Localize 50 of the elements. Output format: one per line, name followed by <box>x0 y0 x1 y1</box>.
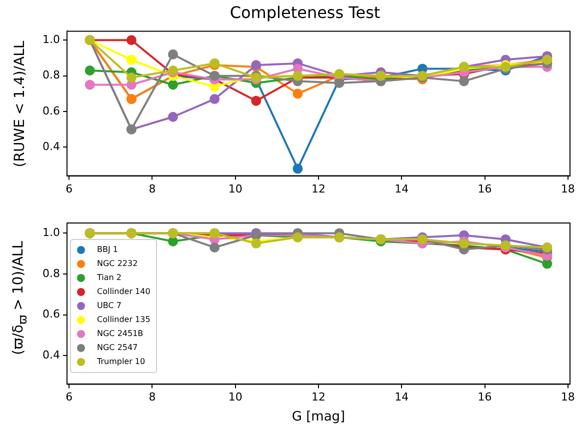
point <box>458 76 469 86</box>
x-tick-label: 18 <box>560 182 575 196</box>
y-tick-label: 0.8 <box>42 68 60 82</box>
legend-label: Collinder 140 <box>97 286 150 298</box>
chart-title: Completeness Test <box>230 2 380 22</box>
x-tick-label: 16 <box>478 182 492 196</box>
point <box>168 49 178 60</box>
x-tick-label: 10 <box>228 390 242 404</box>
y-tick-label: 0.6 <box>42 104 60 118</box>
x-tick-label: 18 <box>560 390 575 404</box>
legend-label: NGC 2547 <box>97 342 138 354</box>
point <box>168 112 178 122</box>
y-axis-title: (RUWE < 1.4)/ALL <box>12 40 28 168</box>
point <box>168 236 178 246</box>
legend-label: Trumpler 10 <box>97 356 146 368</box>
legend-label: Tian 2 <box>97 272 122 284</box>
x-tick-label: 8 <box>148 182 156 196</box>
point <box>292 88 303 99</box>
x-tick-label: 6 <box>66 390 73 404</box>
y-tick-label: 0.4 <box>42 348 60 362</box>
point <box>126 35 136 46</box>
x-tick-label: 8 <box>148 390 156 404</box>
legend-label: NGC 2451B <box>97 328 144 340</box>
y-tick-label: 0.8 <box>42 266 60 280</box>
y-tick-label: 0.6 <box>42 308 60 321</box>
point <box>84 65 95 76</box>
point <box>126 72 136 83</box>
x-tick-label: 14 <box>394 390 409 404</box>
x-tick-label: 12 <box>312 182 326 196</box>
legend-label: Collinder 135 <box>97 314 150 326</box>
legend-label: UBC 7 <box>97 300 122 312</box>
x-tick-label: 6 <box>66 182 73 196</box>
legend-label: BBJ 1 <box>97 244 118 256</box>
point <box>84 80 95 90</box>
x-axis-title: G [mag] <box>292 410 346 425</box>
y-tick-label: 0.4 <box>42 140 60 154</box>
point <box>251 96 262 106</box>
point <box>292 164 303 174</box>
legend-label: NGC 2232 <box>97 258 138 270</box>
x-tick-label: 14 <box>394 182 409 196</box>
y-tick-label: 1.0 <box>42 32 60 46</box>
x-tick-label: 16 <box>478 390 492 404</box>
point <box>334 78 344 88</box>
point <box>126 54 136 65</box>
x-tick-label: 10 <box>228 182 242 196</box>
x-tick-label: 12 <box>312 390 326 404</box>
y-tick-label: 1.0 <box>42 226 60 240</box>
point <box>210 94 220 104</box>
point <box>168 80 178 90</box>
point <box>210 242 220 252</box>
